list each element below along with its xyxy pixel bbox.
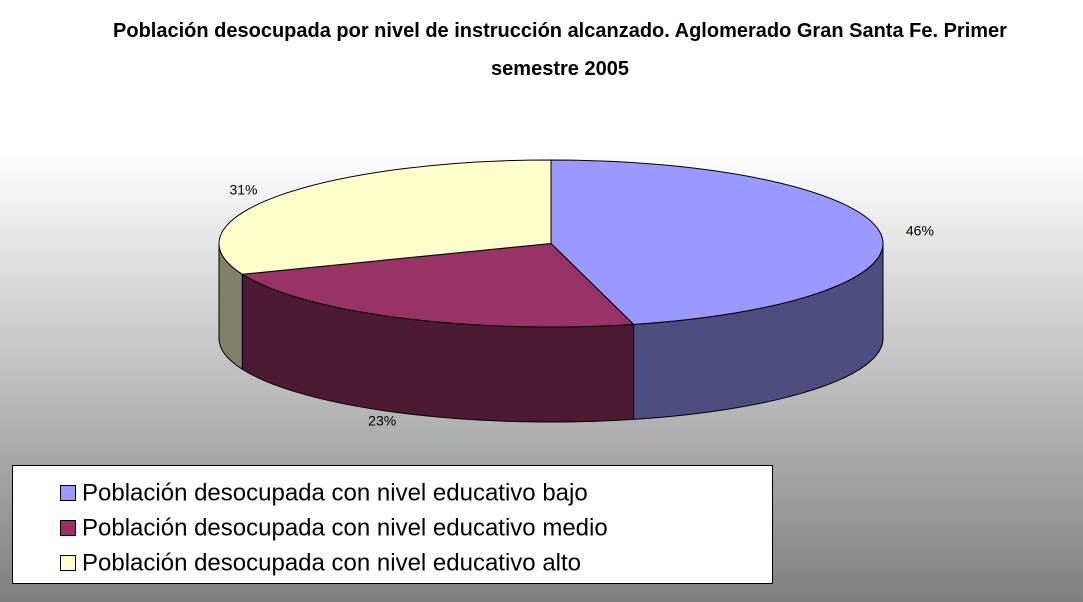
legend-swatch [60,485,76,501]
legend-swatch [60,555,76,571]
chart-title: Población desocupada por nivel de instru… [113,20,1007,80]
slice [218,159,552,275]
slice [240,242,635,328]
data-label: 23% [368,413,396,429]
data-label: 31% [229,182,257,198]
data-label: 46% [906,222,934,238]
legend-box [12,465,773,584]
legend-label: Población desocupada con nivel educativo… [82,479,588,506]
legend-label: Población desocupada con nivel educativo… [82,514,608,541]
slice [550,159,884,325]
legend-label: Población desocupada con nivel educativo… [82,549,581,576]
legend-swatch [60,520,76,536]
